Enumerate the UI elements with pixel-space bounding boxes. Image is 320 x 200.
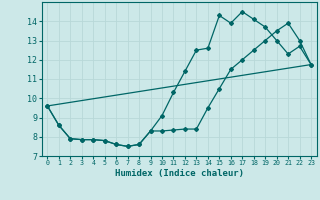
X-axis label: Humidex (Indice chaleur): Humidex (Indice chaleur)	[115, 169, 244, 178]
